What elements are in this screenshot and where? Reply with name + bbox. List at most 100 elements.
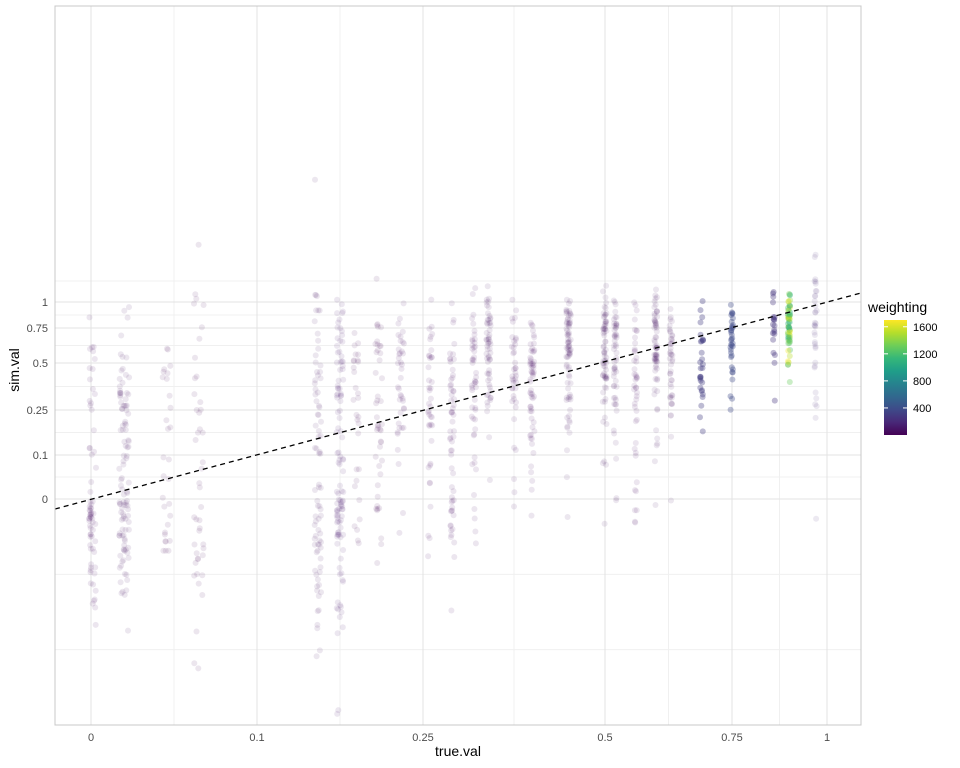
- data-point: [784, 331, 791, 338]
- data-point: [528, 347, 535, 354]
- data-point: [566, 342, 573, 349]
- data-point: [316, 448, 323, 455]
- data-point: [427, 355, 434, 362]
- data-point: [564, 414, 571, 421]
- data-point: [786, 302, 793, 309]
- data-point: [564, 514, 571, 520]
- data-point: [400, 405, 407, 412]
- data-point: [425, 553, 432, 560]
- data-point: [374, 426, 380, 433]
- data-point: [450, 470, 457, 477]
- data-point: [513, 372, 520, 379]
- data-point: [527, 319, 534, 326]
- data-point: [447, 428, 454, 435]
- data-point: [356, 497, 363, 503]
- data-point: [651, 338, 658, 345]
- data-point: [566, 307, 573, 314]
- data-point: [121, 536, 128, 542]
- data-point: [697, 365, 704, 372]
- data-point: [468, 413, 475, 420]
- data-point: [727, 346, 734, 353]
- data-point: [729, 324, 736, 331]
- data-point: [200, 302, 207, 308]
- data-point: [447, 522, 454, 529]
- data-point: [448, 391, 455, 398]
- data-point: [652, 334, 659, 341]
- data-point: [471, 336, 478, 343]
- data-point: [124, 577, 131, 583]
- data-point: [449, 418, 456, 425]
- data-point: [428, 296, 435, 303]
- data-point: [334, 324, 341, 331]
- data-point: [427, 413, 434, 420]
- data-point: [599, 372, 606, 379]
- data-point: [487, 315, 494, 322]
- data-point: [631, 400, 638, 407]
- data-point: [116, 383, 123, 390]
- data-point: [787, 338, 793, 345]
- data-point: [355, 430, 362, 437]
- data-point: [88, 400, 94, 407]
- data-point: [118, 332, 125, 339]
- data-point: [334, 409, 341, 416]
- data-point: [486, 312, 493, 319]
- data-point: [511, 396, 517, 402]
- data-point: [88, 505, 95, 512]
- data-point: [487, 319, 494, 326]
- legend: weighting 400 800 1200 1600: [867, 299, 937, 435]
- data-point: [566, 338, 573, 345]
- data-point: [91, 549, 98, 555]
- data-point: [530, 371, 537, 377]
- data-point: [601, 323, 608, 330]
- data-point: [87, 533, 94, 540]
- data-point: [654, 377, 661, 383]
- data-point: [566, 317, 573, 324]
- data-point: [196, 527, 203, 534]
- data-point: [447, 382, 454, 389]
- data-point: [528, 390, 535, 397]
- data-point: [602, 326, 609, 333]
- data-point: [426, 479, 433, 486]
- data-point: [395, 320, 402, 327]
- data-point: [314, 497, 321, 504]
- data-point: [448, 381, 455, 388]
- data-point: [611, 364, 618, 371]
- data-point: [374, 482, 381, 489]
- data-point: [563, 474, 570, 481]
- data-point: [812, 292, 819, 299]
- data-point: [428, 347, 435, 354]
- data-point: [611, 369, 618, 376]
- data-point: [654, 294, 660, 301]
- data-point: [813, 403, 820, 410]
- data-point: [631, 346, 638, 353]
- data-point: [528, 405, 535, 412]
- data-point: [565, 344, 572, 351]
- data-point: [651, 317, 658, 324]
- legend-tick-label: 800: [913, 376, 931, 388]
- data-point: [528, 463, 535, 470]
- data-point: [125, 506, 131, 513]
- data-point: [487, 397, 494, 404]
- data-point: [335, 385, 342, 392]
- data-point: [729, 310, 736, 317]
- data-point: [87, 567, 94, 574]
- data-point: [509, 315, 516, 322]
- data-point: [118, 482, 124, 489]
- data-point: [468, 382, 475, 389]
- data-point: [699, 314, 706, 321]
- data-point: [786, 302, 793, 309]
- data-point: [165, 456, 172, 463]
- data-point: [611, 346, 617, 353]
- data-point: [450, 488, 457, 495]
- data-point: [86, 397, 93, 404]
- data-point: [394, 430, 401, 437]
- data-point: [339, 497, 346, 504]
- data-point: [123, 402, 130, 409]
- data-point: [448, 484, 455, 491]
- data-point: [89, 366, 96, 372]
- data-point: [426, 421, 433, 428]
- data-point: [812, 320, 819, 327]
- data-point: [786, 319, 793, 326]
- data-point: [611, 316, 617, 323]
- data-point: [449, 504, 456, 511]
